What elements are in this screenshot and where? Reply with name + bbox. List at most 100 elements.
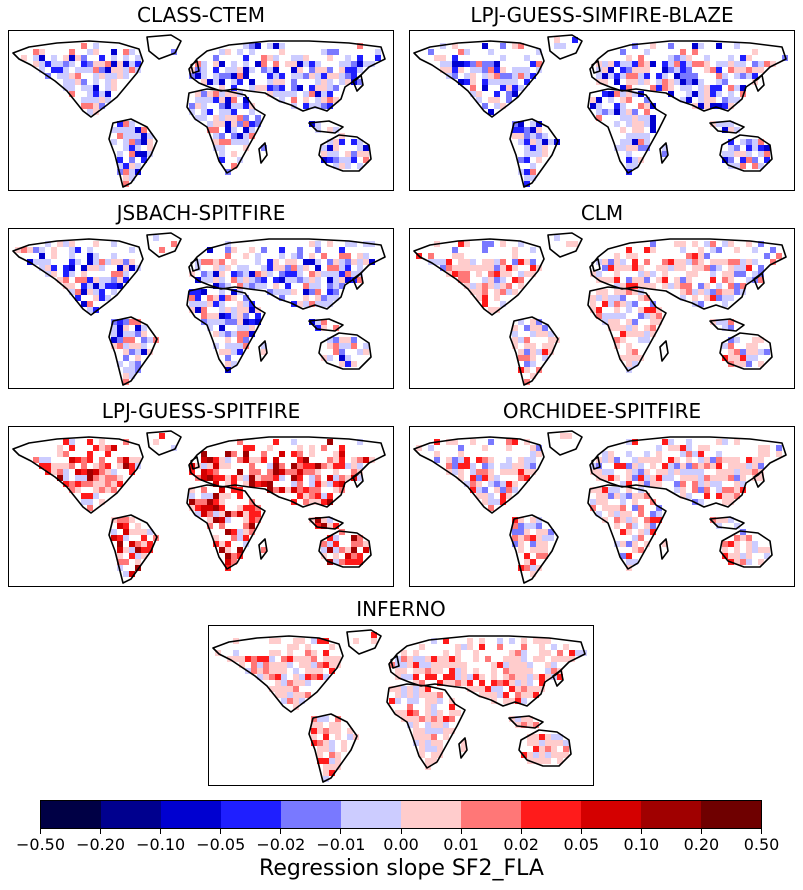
grid-cell: [357, 541, 363, 547]
grid-cell: [431, 656, 437, 662]
grid-cell: [231, 475, 237, 481]
grid-cell: [518, 517, 524, 523]
grid-cell: [440, 67, 446, 73]
grid-cell: [225, 103, 231, 109]
grid-cell: [515, 686, 521, 692]
grid-cell: [728, 487, 734, 493]
grid-cell: [303, 469, 309, 475]
grid-cell: [33, 247, 39, 253]
grid-cell: [117, 481, 123, 487]
grid-cell: [650, 247, 656, 253]
grid-cell: [530, 175, 536, 181]
grid-cell: [195, 499, 201, 505]
grid-cell: [339, 73, 345, 79]
grid-cell: [710, 103, 716, 109]
grid-cell: [539, 740, 545, 746]
grid-cell: [321, 79, 327, 85]
grid-cell: [327, 265, 333, 271]
grid-cell: [533, 674, 539, 680]
grid-cell: [357, 55, 363, 61]
grid-cell: [315, 259, 321, 265]
grid-cell: [698, 463, 704, 469]
grid-cell: [351, 241, 357, 247]
grid-cell: [243, 43, 249, 49]
grid-cell: [608, 61, 614, 67]
grid-cell: [494, 487, 500, 493]
grid-cell: [251, 662, 257, 668]
grid-cell: [293, 668, 299, 674]
grid-cell: [219, 331, 225, 337]
grid-cell: [626, 247, 632, 253]
grid-cell: [446, 439, 452, 445]
grid-cell: [650, 463, 656, 469]
grid-cell: [219, 541, 225, 547]
grid-cell: [431, 722, 437, 728]
grid-cell: [686, 475, 692, 481]
grid-cell: [323, 734, 329, 740]
grid-cell: [590, 487, 596, 493]
grid-cell: [482, 301, 488, 307]
grid-cell: [716, 517, 722, 523]
grid-cell: [590, 469, 596, 475]
grid-cell: [275, 692, 281, 698]
grid-cell: [482, 67, 488, 73]
grid-cell: [321, 49, 327, 55]
coastline: [753, 74, 765, 92]
grid-cell: [425, 662, 431, 668]
grid-cell: [219, 109, 225, 115]
grid-cell: [129, 331, 135, 337]
grid-cell: [728, 139, 734, 145]
grid-cell: [273, 55, 279, 61]
grid-cell: [323, 674, 329, 680]
grid-cell: [608, 301, 614, 307]
grid-cell: [207, 319, 213, 325]
grid-cell: [500, 43, 506, 49]
grid-cell: [321, 271, 327, 277]
grid-cell: [608, 295, 614, 301]
grid-cell: [680, 247, 686, 253]
grid-cell: [650, 517, 656, 523]
grid-cell: [491, 680, 497, 686]
grid-cell: [261, 349, 267, 355]
grid-cell: [674, 481, 680, 487]
grid-cell: [482, 283, 488, 289]
coastline: [190, 258, 200, 272]
grid-cell: [542, 343, 548, 349]
grid-cell: [285, 469, 291, 475]
grid-cell: [327, 271, 333, 277]
grid-cell: [339, 79, 345, 85]
coastline: [146, 430, 182, 456]
grid-cell: [551, 746, 557, 752]
grid-cell: [704, 295, 710, 301]
coastline: [190, 456, 200, 470]
grid-cell: [467, 644, 473, 650]
grid-cell: [129, 373, 135, 379]
grid-cell: [81, 469, 87, 475]
grid-cell: [33, 259, 39, 265]
grid-cell: [533, 638, 539, 644]
grid-cell: [279, 43, 285, 49]
grid-cell: [213, 133, 219, 139]
grid-cell: [644, 67, 650, 73]
grid-cell: [345, 463, 351, 469]
grid-cell: [614, 517, 620, 523]
grid-cell: [219, 85, 225, 91]
grid-cell: [455, 650, 461, 656]
grid-cell: [135, 523, 141, 529]
grid-cell: [776, 445, 782, 451]
grid-cell: [207, 271, 213, 277]
grid-cell: [93, 283, 99, 289]
grid-cell: [147, 145, 153, 151]
grid-cell: [225, 265, 231, 271]
grid-cell: [632, 157, 638, 163]
grid-cell: [494, 283, 500, 289]
grid-cell: [740, 349, 746, 355]
grid-cell: [686, 253, 692, 259]
grid-cell: [710, 481, 716, 487]
coastline: [186, 286, 266, 372]
grid-cell: [734, 457, 740, 463]
grid-cell: [524, 169, 530, 175]
grid-cell: [722, 319, 728, 325]
grid-cell: [357, 43, 363, 49]
grid-cell: [261, 481, 267, 487]
